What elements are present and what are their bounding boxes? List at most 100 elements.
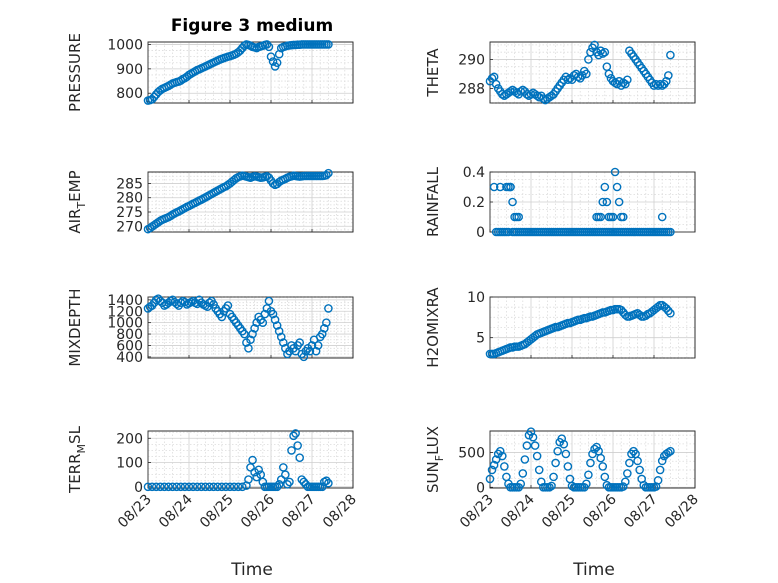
y-tick-label: 5 xyxy=(476,331,485,347)
y-tick-label: 270 xyxy=(116,219,143,235)
panel-h2omixra: 5 10 H2OMIXRA xyxy=(424,287,696,368)
x-tick-label: 08/23 xyxy=(457,492,497,532)
data-point xyxy=(176,482,186,492)
y-tick-label: 500 xyxy=(458,446,485,462)
data-point xyxy=(612,182,622,192)
y-tick-label: 200 xyxy=(116,431,143,447)
axes-border xyxy=(489,296,696,359)
data-point xyxy=(608,212,618,222)
data-point xyxy=(322,476,331,486)
data-point xyxy=(528,432,538,442)
data-point xyxy=(324,478,333,488)
y-tick-label: 600 xyxy=(116,338,143,354)
data-point xyxy=(586,47,595,57)
y-tick-label: 0.4 xyxy=(463,165,485,181)
data-point xyxy=(561,449,571,459)
data-point xyxy=(598,462,608,471)
data-point xyxy=(577,71,587,80)
data-point xyxy=(614,197,624,207)
data-point xyxy=(497,451,507,461)
data-point xyxy=(196,482,206,492)
data-point xyxy=(598,49,608,58)
data-point xyxy=(317,482,327,492)
data-point xyxy=(229,482,239,492)
data-point xyxy=(547,481,556,491)
data-point xyxy=(237,482,247,492)
data-point xyxy=(268,57,278,66)
data-point xyxy=(305,346,315,356)
data-point xyxy=(506,182,515,192)
data-point xyxy=(635,465,644,475)
data-point xyxy=(240,329,249,339)
series-pressure xyxy=(143,40,333,105)
data-point xyxy=(270,315,280,325)
data-point xyxy=(621,477,630,487)
axes-border xyxy=(147,430,354,489)
data-point xyxy=(180,482,190,492)
data-point xyxy=(217,312,227,322)
data-point xyxy=(180,297,190,307)
data-point xyxy=(621,79,630,89)
data-point xyxy=(653,302,663,312)
data-point xyxy=(151,482,161,492)
x-tick-label: 08/28 xyxy=(662,492,702,532)
data-point xyxy=(625,458,634,468)
x-axis-label-right: Time xyxy=(572,560,615,580)
data-point xyxy=(324,168,333,178)
data-point xyxy=(618,482,628,491)
data-point xyxy=(514,212,524,222)
data-point xyxy=(264,296,274,306)
data-point xyxy=(221,482,231,492)
data-point xyxy=(598,197,608,207)
data-point xyxy=(143,482,153,492)
panel-terr_msl: 0 100 200 08/23 08/24 08/25 08/26 08/27 08/28 TER… xyxy=(66,425,360,531)
data-point xyxy=(623,75,632,85)
data-point xyxy=(258,318,268,327)
y-axis-label: PRESSURE xyxy=(66,33,84,112)
data-point xyxy=(522,89,532,99)
data-point xyxy=(653,476,663,485)
y-tick-label: 10 xyxy=(467,290,485,306)
data-point xyxy=(500,462,509,471)
panel-pressure: 800 900 1000 PRESSURE xyxy=(66,33,354,112)
panel-sun_flux: 0 500 08/23 08/24 08/25 08/26 08/27 08/28 SUNFLU… xyxy=(424,426,702,531)
data-point xyxy=(155,482,165,492)
data-point xyxy=(192,482,202,492)
data-point xyxy=(530,441,540,450)
data-point xyxy=(248,329,257,339)
data-point xyxy=(551,458,560,468)
y-axis-label: THETA xyxy=(424,48,442,98)
data-point xyxy=(168,482,177,492)
y-tick-label: 800 xyxy=(116,86,143,102)
y-axis-label: H2OMIXRA xyxy=(424,287,442,368)
data-point xyxy=(276,332,286,342)
series-theta xyxy=(485,40,675,105)
data-point xyxy=(526,89,536,99)
data-point xyxy=(147,482,157,492)
data-point xyxy=(172,482,181,492)
data-point xyxy=(217,482,227,492)
x-tick-label: 08/27 xyxy=(279,492,319,532)
data-point xyxy=(592,442,601,452)
data-point xyxy=(596,212,606,222)
axes-border xyxy=(147,296,354,359)
data-point xyxy=(495,446,505,456)
data-point xyxy=(487,74,497,83)
data-point xyxy=(491,79,501,89)
x-tick-label: 08/24 xyxy=(498,491,538,531)
data-point xyxy=(266,52,276,61)
data-point xyxy=(590,444,599,454)
data-point xyxy=(600,472,610,482)
data-point xyxy=(268,179,278,188)
data-point xyxy=(539,94,548,103)
data-point xyxy=(653,81,663,90)
data-point xyxy=(495,182,505,192)
x-axis-label-left: Time xyxy=(230,560,273,580)
data-point xyxy=(602,197,612,207)
data-point xyxy=(289,431,298,441)
data-point xyxy=(487,465,497,475)
data-point xyxy=(213,482,222,492)
axes-frame xyxy=(147,41,354,104)
data-point xyxy=(244,344,253,353)
